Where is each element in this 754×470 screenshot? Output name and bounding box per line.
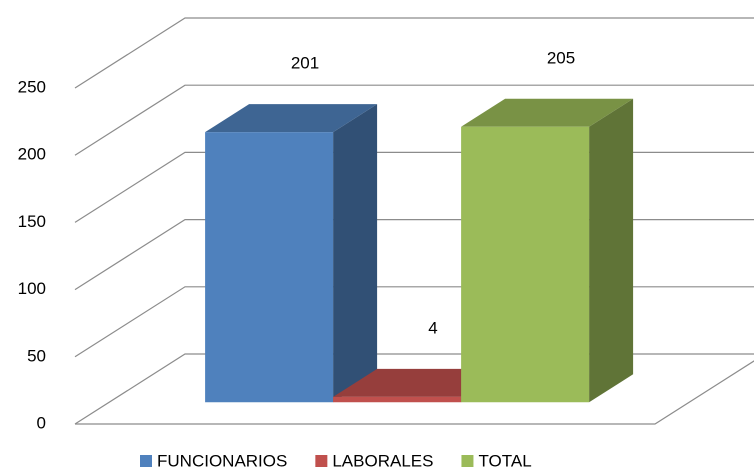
legend-swatch [461, 455, 474, 467]
data-label: 201 [291, 54, 319, 73]
bar [333, 396, 462, 403]
bar [205, 132, 334, 403]
floor [75, 360, 754, 425]
data-label: 205 [547, 48, 575, 67]
y-tick-label: 50 [27, 346, 46, 365]
legend-swatch [140, 455, 152, 467]
grid-line [74, 286, 754, 358]
bar-top [205, 104, 378, 133]
grid-line [74, 353, 754, 425]
y-tick-label: 0 [37, 413, 46, 432]
bar [461, 126, 590, 403]
y-tick-label: 200 [18, 145, 46, 164]
bar-side [589, 98, 634, 403]
legend-label: FUNCIONARIOS [157, 451, 287, 470]
legend-swatch [315, 455, 328, 467]
grid-line [74, 84, 754, 156]
grid-line [74, 219, 754, 291]
bar-top [461, 98, 634, 127]
grid-line [74, 151, 754, 223]
bar-side [333, 104, 378, 403]
grid-line [74, 17, 754, 89]
y-tick-label: 250 [18, 77, 46, 96]
legend-label: LABORALES [332, 451, 433, 470]
y-tick-label: 100 [18, 279, 46, 298]
legend-label: TOTAL [478, 451, 531, 470]
y-tick-label: 150 [18, 212, 46, 231]
data-label: 4 [428, 318, 437, 337]
